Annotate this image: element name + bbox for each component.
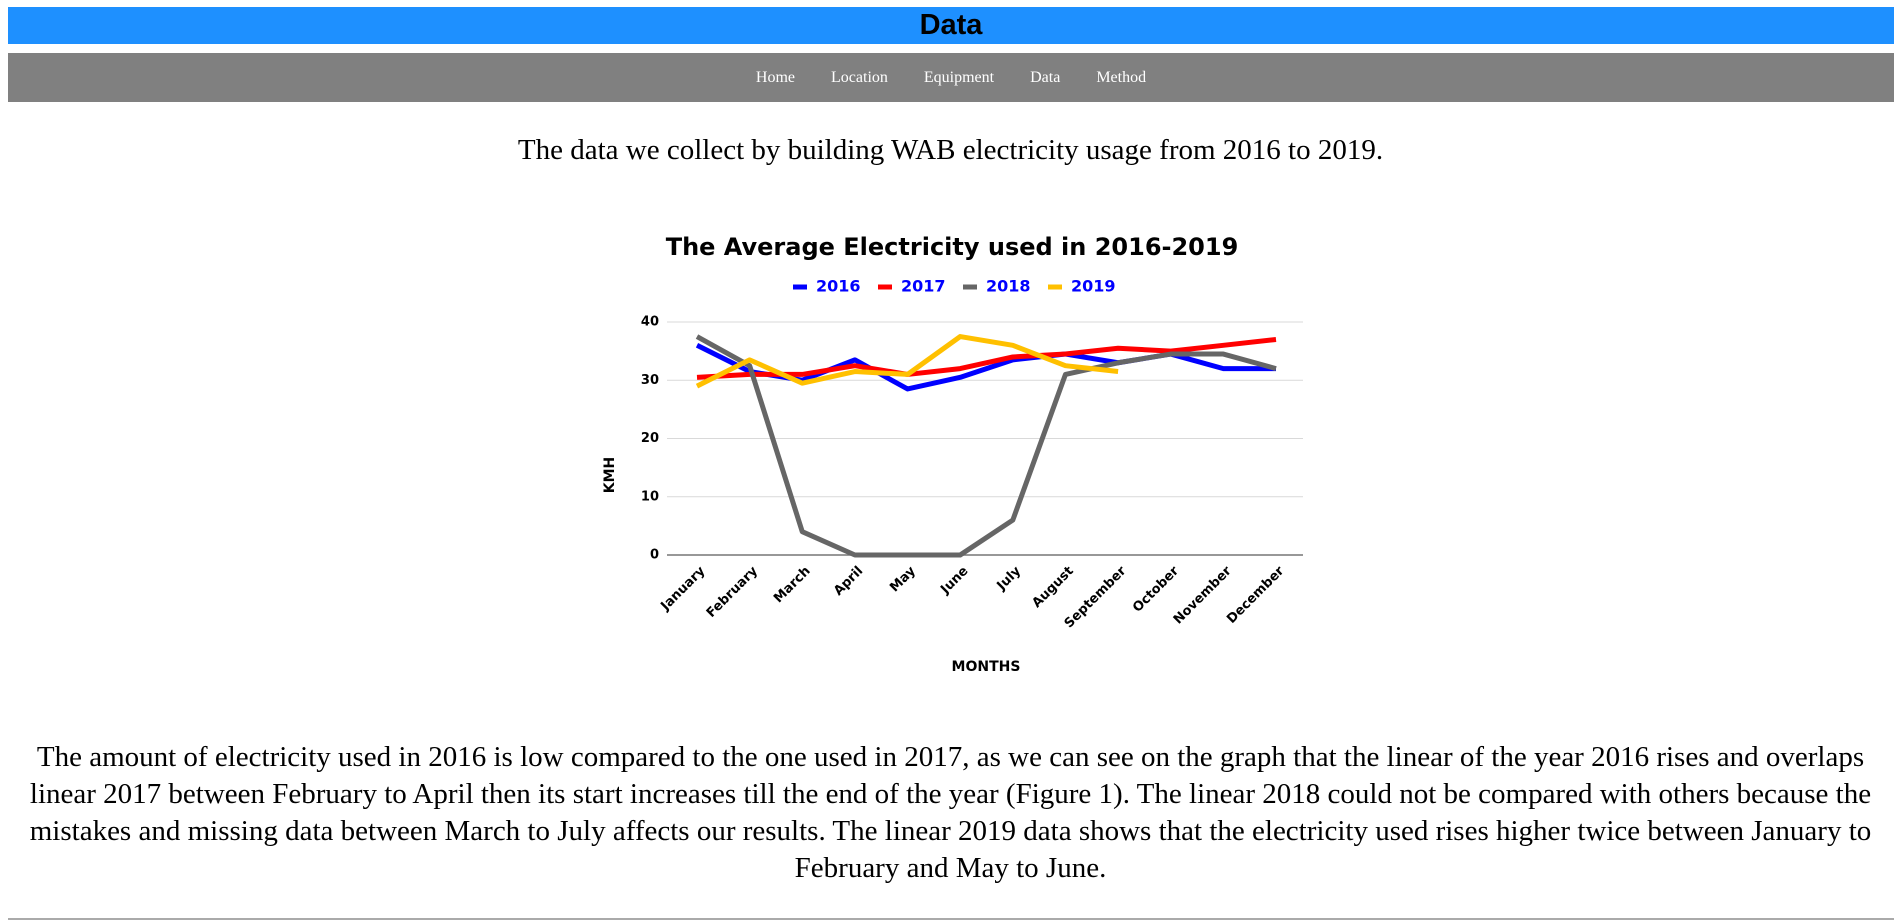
y-axis-label: KMH <box>602 457 618 494</box>
nav-link[interactable]: Home <box>755 69 796 86</box>
x-tick-label: October <box>1130 563 1182 615</box>
legend-label: 2018 <box>986 277 1031 296</box>
x-tick-label: January <box>658 563 709 614</box>
nav-link[interactable]: Method <box>1096 69 1147 86</box>
body-text: The amount of electricity used in 2016 i… <box>29 741 1872 884</box>
x-tick-label: July <box>994 563 1025 594</box>
y-tick-label: 40 <box>641 315 659 330</box>
x-tick-label: March <box>771 564 813 606</box>
x-axis-label: MONTHS <box>952 659 1021 675</box>
series-line <box>695 334 1277 558</box>
y-tick-label: 10 <box>641 489 659 504</box>
x-tick-label: August <box>1029 564 1076 611</box>
nav-link[interactable]: Equipment <box>923 69 995 86</box>
x-tick-label: December <box>1224 563 1287 626</box>
nav-link[interactable]: Location <box>831 69 888 86</box>
nav-bar: Home Location Equipment Data Method <box>8 53 1894 102</box>
y-tick-label: 0 <box>650 548 659 563</box>
x-tick-label: May <box>887 563 919 595</box>
y-tick-label: 30 <box>641 373 659 388</box>
x-tick-label: June <box>937 564 971 598</box>
divider <box>8 918 1894 920</box>
y-tick-label: 20 <box>641 431 659 446</box>
nav-link[interactable]: Data <box>1030 69 1061 86</box>
legend-label: 2016 <box>816 277 861 296</box>
chart-title: The Average Electricity used in 2016-201… <box>666 233 1239 261</box>
x-tick-label: February <box>704 563 762 621</box>
series-line <box>696 336 1277 380</box>
legend-label: 2019 <box>1071 277 1116 296</box>
legend-label: 2017 <box>901 277 946 296</box>
intro-text: The data we collect by building WAB elec… <box>517 134 1384 166</box>
x-tick-label: April <box>831 564 866 599</box>
series-line <box>695 334 1119 389</box>
header-title: Data <box>8 7 1894 44</box>
